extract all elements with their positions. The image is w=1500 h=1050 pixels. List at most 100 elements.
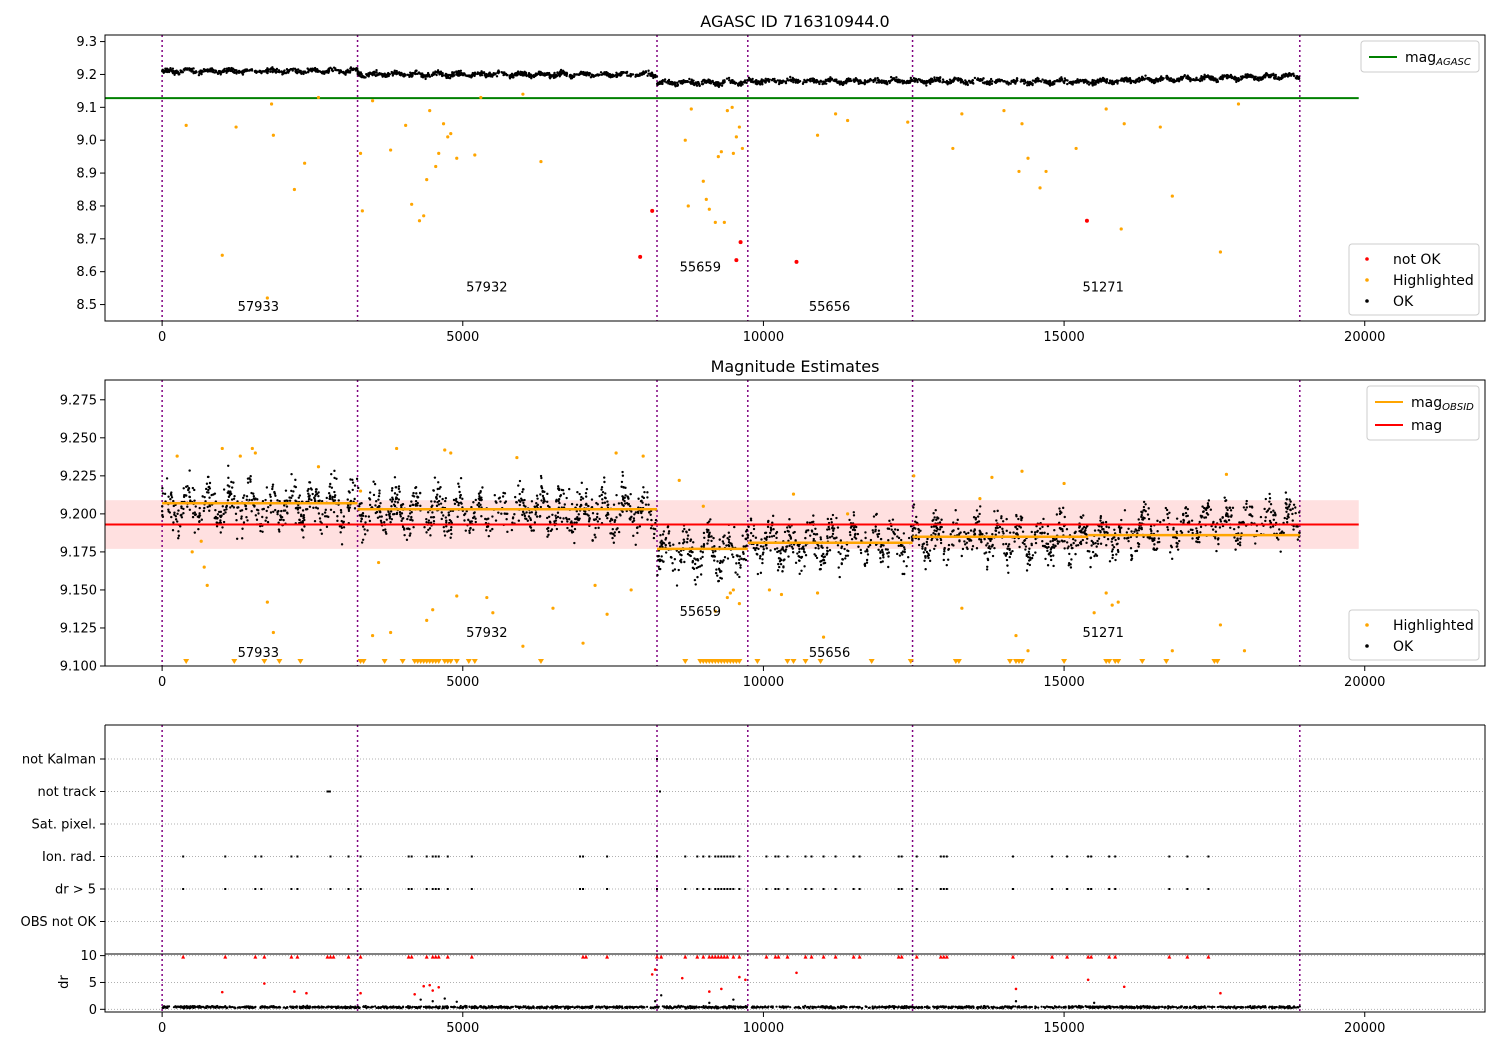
ok-point xyxy=(400,71,403,75)
highlighted-point xyxy=(521,92,525,96)
ok-point xyxy=(1205,75,1209,78)
ok-point xyxy=(792,77,796,81)
ok-point xyxy=(817,547,820,550)
ok-point xyxy=(458,496,462,499)
ok-point xyxy=(429,534,432,537)
ok-point xyxy=(1006,80,1009,83)
ok-point xyxy=(444,74,447,78)
ok-point xyxy=(1225,506,1228,509)
ok-point xyxy=(506,530,509,534)
ok-point xyxy=(228,67,231,70)
ok-point xyxy=(499,500,502,503)
ok-point xyxy=(727,76,731,80)
ok-point xyxy=(751,80,755,84)
ok-point xyxy=(362,525,365,528)
ok-point xyxy=(557,497,561,501)
ok-point xyxy=(953,77,956,81)
ok-point xyxy=(317,512,321,515)
ok-point xyxy=(1179,529,1183,533)
ok-point xyxy=(1166,516,1170,520)
ok-point xyxy=(601,501,604,505)
ok-point xyxy=(877,532,881,536)
ok-point xyxy=(1146,76,1150,80)
ok-point xyxy=(664,536,668,540)
ok-point xyxy=(497,69,500,72)
ok-point xyxy=(332,510,336,514)
ok-point xyxy=(869,538,873,542)
ok-point xyxy=(465,510,468,513)
ok-point xyxy=(240,517,243,520)
legend-point-label: not OK xyxy=(1393,252,1441,268)
ok-point xyxy=(872,515,876,518)
ok-point xyxy=(1191,78,1195,81)
ok-point xyxy=(938,528,942,531)
ok-point xyxy=(1147,517,1151,521)
highlighted-point xyxy=(689,107,693,111)
ok-point xyxy=(515,72,519,76)
ok-point xyxy=(998,78,1001,82)
ok-point xyxy=(325,515,329,518)
highlighted-point xyxy=(713,220,717,224)
ok-point xyxy=(307,498,311,501)
ok-point xyxy=(629,72,632,76)
ok-point xyxy=(436,493,439,496)
ok-point xyxy=(853,528,857,532)
ok-point xyxy=(1144,503,1147,506)
ok-point xyxy=(939,538,943,542)
ok-point xyxy=(1036,76,1039,80)
ok-point xyxy=(342,520,345,524)
ok-point xyxy=(1187,520,1191,523)
ok-point xyxy=(494,519,498,522)
ok-point xyxy=(662,530,666,533)
ok-point xyxy=(1149,525,1153,528)
ok-point xyxy=(277,528,281,531)
ok-point xyxy=(271,67,274,71)
ok-point xyxy=(298,506,302,509)
ok-point xyxy=(1123,537,1126,540)
highlighted-point xyxy=(1170,194,1174,198)
ok-point xyxy=(746,79,749,82)
ok-point xyxy=(172,499,175,503)
ok-point xyxy=(198,506,201,510)
ok-point xyxy=(430,505,433,509)
ok-point xyxy=(844,554,848,557)
highlighted-point xyxy=(846,118,850,123)
ok-point xyxy=(757,547,760,551)
ok-point xyxy=(621,70,624,74)
ok-point xyxy=(560,520,564,523)
ok-point xyxy=(367,515,371,518)
ok-point xyxy=(1215,549,1218,553)
ok-point xyxy=(185,494,188,497)
ok-point xyxy=(800,569,803,572)
ok-point xyxy=(882,556,885,559)
ok-point xyxy=(1230,75,1234,78)
ok-point xyxy=(860,81,864,85)
ok-point xyxy=(1006,547,1009,550)
ok-point xyxy=(325,70,329,73)
ok-point xyxy=(245,516,248,519)
ok-point xyxy=(796,81,799,84)
ok-point xyxy=(266,71,269,75)
ok-point xyxy=(1040,80,1043,83)
ok-point xyxy=(1113,528,1116,531)
ok-point xyxy=(566,526,569,530)
ok-point xyxy=(1168,551,1172,554)
ok-point xyxy=(554,73,558,76)
ok-point xyxy=(1051,539,1055,543)
ok-point xyxy=(476,503,479,507)
ok-point xyxy=(474,498,478,502)
ok-point xyxy=(864,531,867,534)
ok-point xyxy=(1097,537,1101,540)
ok-point xyxy=(868,80,871,83)
ok-point xyxy=(1241,75,1244,78)
ok-point xyxy=(902,532,906,535)
ok-point xyxy=(473,71,477,74)
ok-point xyxy=(225,508,228,511)
ok-point xyxy=(488,71,491,74)
ok-point xyxy=(1045,546,1049,550)
y-tick-label: 8.6 xyxy=(76,265,97,280)
ok-point xyxy=(1291,512,1294,516)
ok-point xyxy=(647,69,650,72)
ok-point xyxy=(446,74,450,78)
ok-point xyxy=(1296,525,1299,528)
